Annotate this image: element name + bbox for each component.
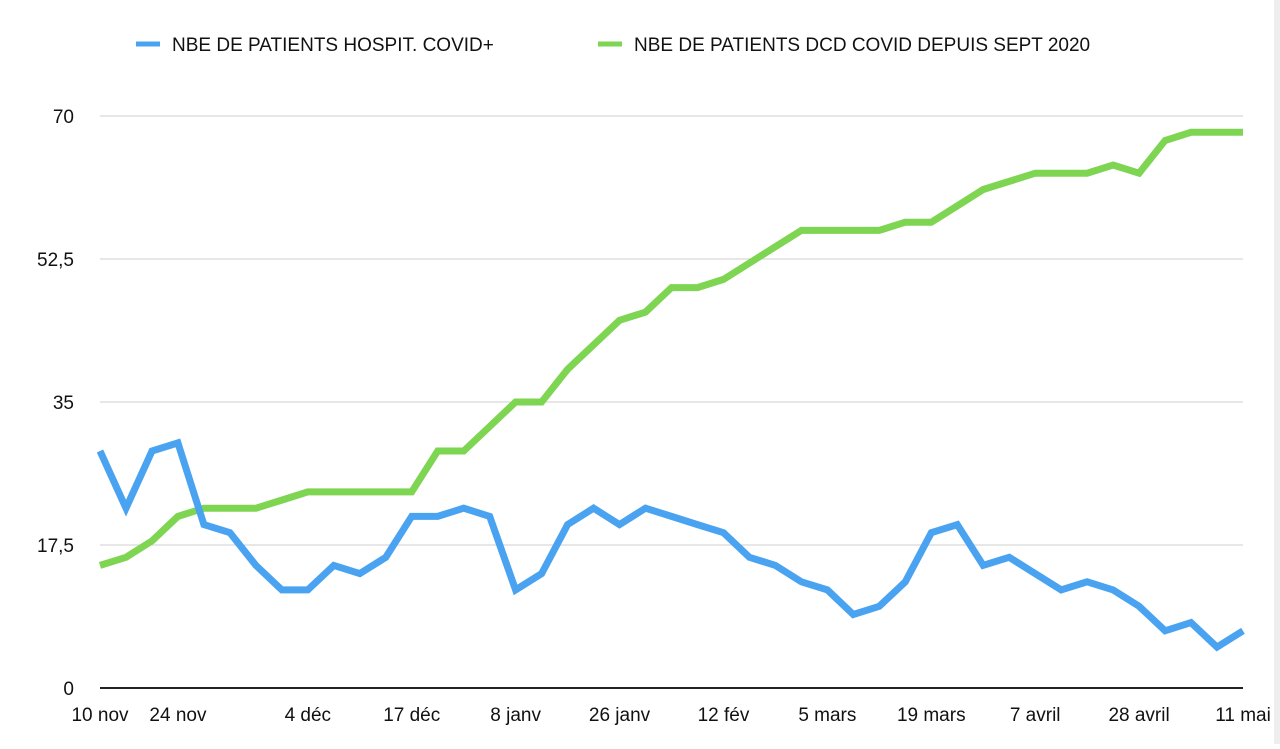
y-tick-label: 17,5 [37, 536, 74, 557]
legend: NBE DE PATIENTS HOSPIT. COVID+ NBE DE PAT… [136, 35, 1090, 56]
right-edge-strip [1274, 0, 1280, 744]
series-layer [96, 128, 1245, 652]
legend-label: NBE DE PATIENTS DCD COVID DEPUIS SEPT 20… [634, 35, 1090, 56]
axis-layer: 0 17,5 35 52,5 70 10 nov 24 nov 4 déc 17 déc 8 ja… [37, 107, 1271, 726]
x-tick-label: 11 mai [1215, 705, 1271, 726]
y-tick-label: 52,5 [37, 250, 74, 271]
x-tick-label: 17 déc [383, 705, 440, 726]
x-tick-label: 12 fév [698, 705, 750, 726]
grid-layer [100, 115, 1243, 546]
legend-label: NBE DE PATIENTS HOSPIT. COVID+ [172, 35, 494, 56]
x-tick-label: 26 janv [589, 705, 651, 726]
y-tick-label: 0 [63, 679, 74, 700]
x-tick-label: 8 janv [490, 705, 541, 726]
x-tick-label: 4 déc [285, 705, 331, 726]
series-line-hospit [96, 438, 1245, 652]
series-line-dcd [98, 128, 1243, 569]
x-tick-label: 7 avril [1010, 705, 1061, 726]
y-tick-label: 70 [53, 107, 74, 128]
x-tick-label: 10 nov [71, 705, 129, 726]
x-tick-label: 28 avril [1108, 705, 1169, 726]
x-tick-label: 24 nov [149, 705, 207, 726]
y-tick-label: 35 [53, 393, 74, 414]
x-tick-label: 19 mars [897, 705, 966, 726]
x-tick-label: 5 mars [798, 705, 856, 726]
